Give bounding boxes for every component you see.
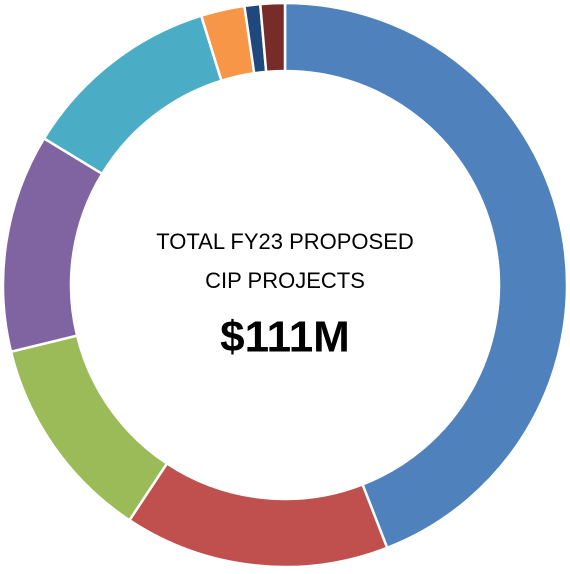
center-text: CIP PROJECTS [205, 268, 365, 293]
donut-segment [1, 136, 104, 354]
donut-segment [127, 461, 389, 569]
center-value: $111M [220, 313, 350, 362]
donut-segment [9, 334, 169, 522]
donut-segment [42, 14, 223, 176]
donut-segment [283, 1, 569, 550]
center-text: TOTAL FY23 PROPOSED [156, 229, 414, 254]
donut-segment [258, 1, 287, 74]
